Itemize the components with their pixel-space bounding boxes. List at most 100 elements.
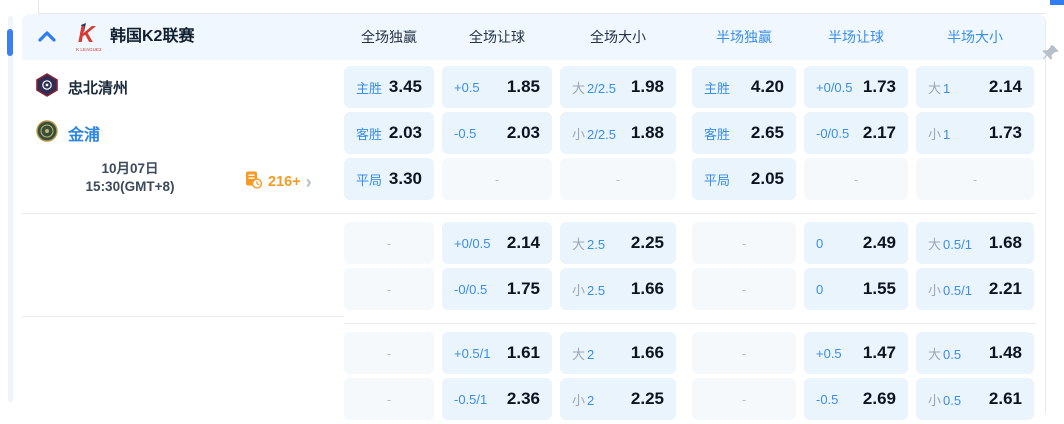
odds-value: 2.21 <box>988 279 1022 298</box>
odds-cell-b1-r3-c6: - <box>916 158 1034 200</box>
odds-cell-b1-r2-c1[interactable]: 客胜 2.03 <box>344 112 434 154</box>
odds-label: 大 2/2.5 <box>572 80 616 96</box>
pin-icon[interactable] <box>1042 44 1060 62</box>
odds-value: 2.65 <box>750 123 784 142</box>
top-divider-vertical <box>38 0 39 13</box>
odds-cell-b3-r2-c1: - <box>344 378 434 420</box>
odds-cell-b1-r2-c2[interactable]: -0.5 2.03 <box>442 112 552 154</box>
chevron-right-icon: › <box>305 172 312 192</box>
odds-label: 客胜 <box>704 126 731 142</box>
odds-cell-b1-r1-c5[interactable]: +0/0.5 1.73 <box>804 66 908 108</box>
odds-cell-b2-r1-c4: - <box>692 222 796 264</box>
league-title: 韩国K2联赛 <box>110 28 195 45</box>
match-date-line: 10月07日 <box>101 161 159 176</box>
odds-cell-b3-r2-c2[interactable]: -0.5/1 2.36 <box>442 378 552 420</box>
odds-cell-b2-r1-c6[interactable]: 大 0.5/1 1.68 <box>916 222 1034 264</box>
odds-value: 1.73 <box>988 123 1022 142</box>
odds-value: 1.85 <box>506 77 540 96</box>
odds-cell-b1-r2-c6[interactable]: 小 1 1.73 <box>916 112 1034 154</box>
odds-label: 平局 <box>356 172 383 188</box>
vertical-scrollbar-thumb[interactable] <box>7 29 13 56</box>
column-header-4: 半场独赢 <box>716 29 772 45</box>
odds-label: 主胜 <box>356 80 383 96</box>
away-team-row[interactable]: 金浦 <box>36 112 100 154</box>
odds-value: 1.73 <box>862 77 896 96</box>
over-under-prefix: 大 <box>928 236 942 252</box>
odds-label: 小 0.5/1 <box>928 282 972 298</box>
column-header-5: 半场让球 <box>828 29 884 45</box>
odds-block-2: - +0/0.5 2.14 大 2.5 2.25-0 2.49 大 0.5/1 1.68- -0/0… <box>344 222 1036 324</box>
odds-cell-b3-r2-c3[interactable]: 小 2 2.25 <box>560 378 676 420</box>
over-under-prefix: 大 <box>572 346 586 362</box>
empty-odds-dash: - <box>741 345 747 361</box>
collapse-chevron-up-icon[interactable] <box>36 28 58 46</box>
match-datetime: 10月07日 15:30(GMT+8) <box>30 160 230 196</box>
odds-label: +0/0.5 <box>816 79 853 95</box>
over-under-prefix: 小 <box>928 126 942 142</box>
odds-cell-b1-r2-c5[interactable]: -0/0.5 2.17 <box>804 112 908 154</box>
odds-label: 小 0.5 <box>928 392 962 408</box>
odds-cell-b1-r1-c6[interactable]: 大 1 2.14 <box>916 66 1034 108</box>
odds-cell-b1-r1-c1[interactable]: 主胜 3.45 <box>344 66 434 108</box>
home-team-badge-icon <box>36 72 58 102</box>
odds-label: +0/0.5 <box>454 235 491 251</box>
odds-cell-b2-r1-c3[interactable]: 大 2.5 2.25 <box>560 222 676 264</box>
odds-value: 2.17 <box>862 123 896 142</box>
odds-value: 2.05 <box>750 169 784 188</box>
odds-value: 2.69 <box>862 389 896 408</box>
odds-value: 1.55 <box>862 279 896 298</box>
odds-value: 2.03 <box>388 123 422 142</box>
top-right-accent <box>1050 0 1064 5</box>
odds-cell-b2-r1-c2[interactable]: +0/0.5 2.14 <box>442 222 552 264</box>
league-header-band <box>22 14 1045 60</box>
vertical-scrollbar-track[interactable] <box>8 16 13 402</box>
odds-cell-b3-r1-c5[interactable]: +0.5 1.47 <box>804 332 908 374</box>
more-markets-link[interactable]: 216+ › <box>244 171 312 193</box>
odds-value: 1.88 <box>630 123 664 142</box>
odds-label: -0/0.5 <box>454 281 488 297</box>
odds-value: 1.68 <box>988 233 1022 252</box>
odds-label: -0.5/1 <box>454 391 488 407</box>
block-separator <box>22 213 344 214</box>
odds-cell-b1-r3-c1[interactable]: 平局 3.30 <box>344 158 434 200</box>
odds-cell-b2-r1-c1: - <box>344 222 434 264</box>
odds-label: -0.5 <box>816 391 839 407</box>
home-team-name: 忠北清州 <box>68 79 129 97</box>
odds-cell-b1-r1-c3[interactable]: 大 2/2.5 1.98 <box>560 66 676 108</box>
odds-value: 2.36 <box>506 389 540 408</box>
odds-cell-b3-r2-c6[interactable]: 小 0.5 2.61 <box>916 378 1034 420</box>
empty-odds-dash: - <box>386 345 392 361</box>
odds-label: +0.5/1 <box>454 345 491 361</box>
odds-cell-b1-r2-c3[interactable]: 小 2/2.5 1.88 <box>560 112 676 154</box>
odds-cell-b2-r2-c4: - <box>692 268 796 310</box>
odds-block-3: - +0.5/1 1.61 大 2 1.66 - +0.5 1.47 大 0.5 1.48 - -0.5/… <box>344 332 1036 420</box>
odds-cell-b1-r3-c2: - <box>442 158 552 200</box>
odds-cell-b1-r1-c4[interactable]: 主胜 4.20 <box>692 66 796 108</box>
odds-cell-b1-r2-c4[interactable]: 客胜 2.65 <box>692 112 796 154</box>
over-under-prefix: 大 <box>572 80 586 96</box>
odds-cell-b3-r2-c5[interactable]: -0.5 2.69 <box>804 378 908 420</box>
block-separator <box>22 316 344 317</box>
odds-cell-b3-r1-c6[interactable]: 大 0.5 1.48 <box>916 332 1034 374</box>
odds-cell-b2-r2-c5[interactable]: 0 1.55 <box>804 268 908 310</box>
over-under-prefix: 大 <box>572 236 586 252</box>
odds-label: 0 <box>816 281 824 297</box>
odds-cell-b3-r1-c3[interactable]: 大 2 1.66 <box>560 332 676 374</box>
column-header-1: 全场独赢 <box>361 29 417 45</box>
odds-cell-b2-r2-c2[interactable]: -0/0.5 1.75 <box>442 268 552 310</box>
odds-label: 小 2/2.5 <box>572 126 616 142</box>
odds-label: 平局 <box>704 172 731 188</box>
odds-cell-b2-r1-c5[interactable]: 0 2.49 <box>804 222 908 264</box>
odds-cell-b3-r1-c2[interactable]: +0.5/1 1.61 <box>442 332 552 374</box>
odds-cell-b1-r3-c4[interactable]: 平局 2.05 <box>692 158 796 200</box>
empty-odds-dash: - <box>741 391 747 407</box>
odds-cell-b1-r1-c2[interactable]: +0.5 1.85 <box>442 66 552 108</box>
over-under-prefix: 大 <box>928 80 942 96</box>
home-team-row[interactable]: 忠北清州 <box>36 66 128 108</box>
over-under-prefix: 小 <box>572 282 586 298</box>
odds-cell-b2-r2-c6[interactable]: 小 0.5/1 2.21 <box>916 268 1034 310</box>
odds-label: 小 2.5 <box>572 282 606 298</box>
odds-cell-b2-r2-c3[interactable]: 小 2.5 1.66 <box>560 268 676 310</box>
